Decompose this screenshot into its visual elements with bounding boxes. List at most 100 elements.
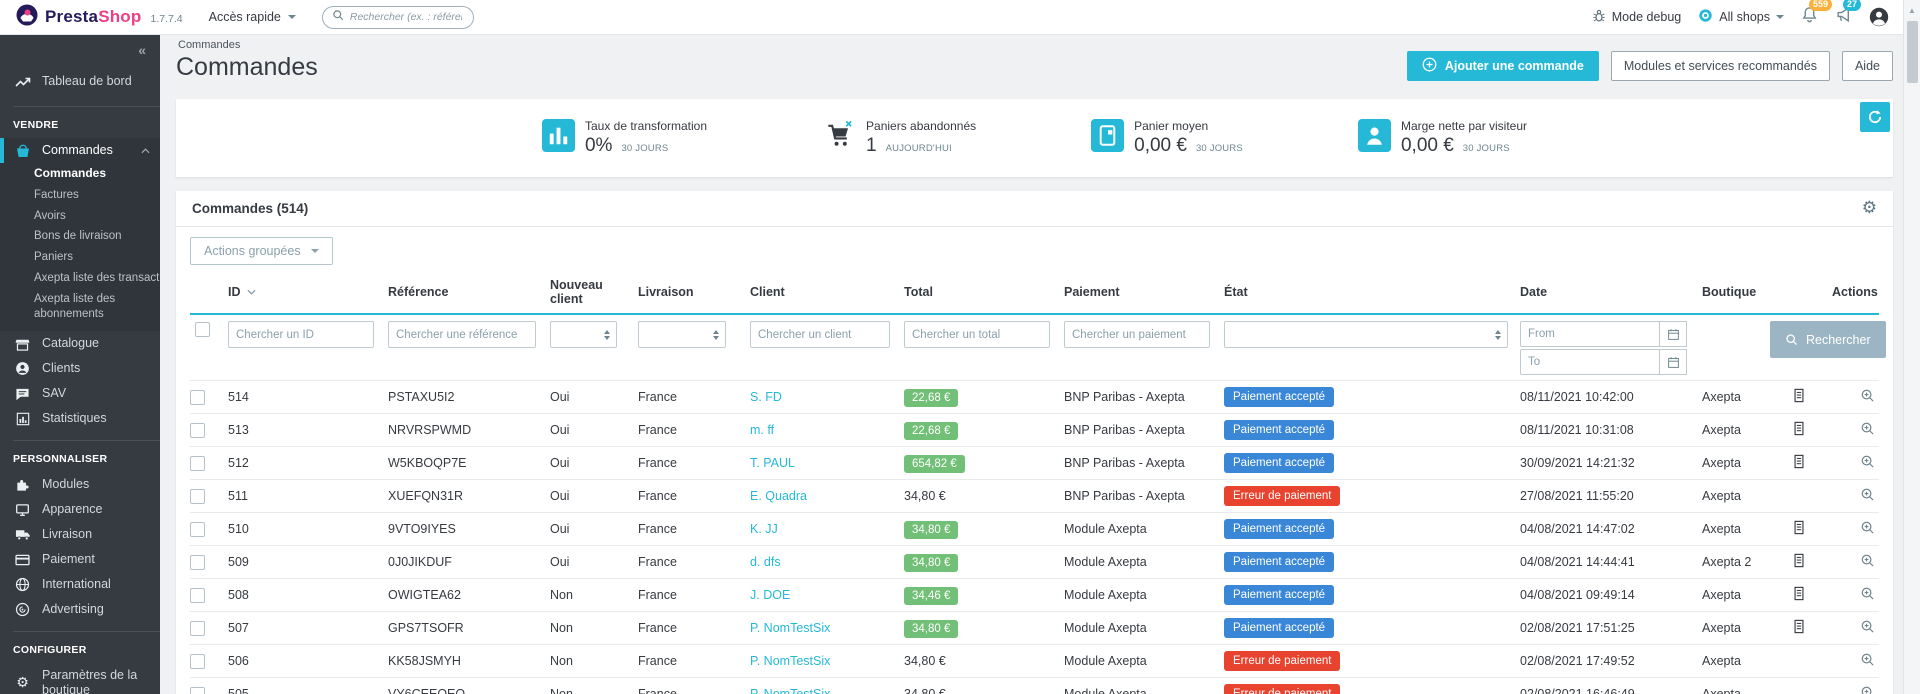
- sidebar-item-clients[interactable]: Clients: [0, 356, 160, 381]
- filter-total-input[interactable]: [904, 321, 1050, 348]
- column-header-reference[interactable]: Référence: [388, 271, 550, 315]
- calendar-icon[interactable]: [1659, 349, 1687, 375]
- row-checkbox[interactable]: [190, 488, 205, 504]
- sidebar-item-international[interactable]: International: [0, 572, 160, 597]
- sidebar-item-modules[interactable]: Modules: [0, 472, 160, 497]
- client-link[interactable]: J. DOE: [750, 588, 791, 602]
- sidebar-item-catalogue[interactable]: Catalogue: [0, 331, 160, 356]
- bulk-actions-button[interactable]: Actions groupées: [190, 237, 333, 265]
- grid-search-button[interactable]: Rechercher: [1770, 321, 1886, 358]
- quick-access-menu[interactable]: Accès rapide: [209, 10, 296, 24]
- filter-state-select[interactable]: [1224, 321, 1508, 348]
- submenu-item-axepta-abonnements[interactable]: Axepta liste des abonnements: [34, 293, 116, 321]
- column-header-payment[interactable]: Paiement: [1064, 271, 1224, 315]
- sidebar-item-commandes[interactable]: Commandes: [0, 138, 160, 163]
- header-search[interactable]: [321, 5, 474, 29]
- invoice-document-icon[interactable]: [1792, 619, 1806, 634]
- submenu-item-axepta-transactions[interactable]: Axepta liste des transactions: [34, 272, 160, 285]
- notifications-bell[interactable]: 559: [1801, 0, 1833, 28]
- client-link[interactable]: d. dfs: [750, 555, 781, 569]
- column-header-total[interactable]: Total: [904, 271, 1064, 315]
- column-header-shop[interactable]: Boutique: [1702, 271, 1770, 315]
- invoice-document-icon[interactable]: [1792, 454, 1806, 469]
- scroll-up-arrow-icon[interactable]: ▲: [1908, 6, 1916, 15]
- view-order-icon[interactable]: [1860, 520, 1875, 535]
- brand[interactable]: PrestaShop 1.7.7.4: [16, 4, 183, 31]
- column-header-state[interactable]: État: [1224, 271, 1520, 315]
- row-checkbox[interactable]: [190, 422, 205, 438]
- client-link[interactable]: E. Quadra: [750, 489, 807, 503]
- row-checkbox[interactable]: [190, 653, 205, 669]
- sidebar-item-statistiques[interactable]: Statistiques: [0, 406, 160, 431]
- row-checkbox[interactable]: [190, 587, 205, 603]
- filter-client-input[interactable]: [750, 321, 890, 348]
- filter-new-client-select[interactable]: [550, 321, 617, 348]
- grid-settings-gear-icon[interactable]: ⚙: [1861, 198, 1877, 218]
- filter-reference-input[interactable]: [388, 321, 536, 348]
- submenu-item-factures[interactable]: Factures: [34, 188, 79, 201]
- view-order-icon[interactable]: [1860, 421, 1875, 436]
- sidebar-collapse-button[interactable]: «: [138, 42, 146, 58]
- filter-date-to-input[interactable]: [1520, 349, 1660, 375]
- add-order-button[interactable]: Ajouter une commande: [1406, 51, 1599, 81]
- column-header-client[interactable]: Client: [750, 271, 904, 315]
- invoice-document-icon[interactable]: [1792, 553, 1806, 568]
- shop-selector[interactable]: All shops: [1698, 8, 1784, 26]
- sidebar-item-paiement[interactable]: Paiement: [0, 547, 160, 572]
- column-header-delivery[interactable]: Livraison: [638, 271, 750, 315]
- filter-payment-input[interactable]: [1064, 321, 1210, 348]
- invoice-document-icon[interactable]: [1792, 520, 1806, 535]
- recommended-modules-button[interactable]: Modules et services recommandés: [1610, 51, 1830, 81]
- row-checkbox[interactable]: [190, 521, 205, 537]
- column-header-date[interactable]: Date: [1520, 271, 1702, 315]
- submenu-item-avoirs[interactable]: Avoirs: [34, 209, 66, 222]
- scrollbar-thumb[interactable]: [1906, 21, 1918, 83]
- client-link[interactable]: m. ff: [750, 423, 775, 437]
- view-order-icon[interactable]: [1860, 685, 1875, 694]
- sidebar-item-apparence[interactable]: Apparence: [0, 497, 160, 522]
- search-input[interactable]: [349, 11, 462, 23]
- row-checkbox[interactable]: [190, 554, 205, 570]
- sidebar-item-livraison[interactable]: Livraison: [0, 522, 160, 547]
- view-order-icon[interactable]: [1860, 454, 1875, 469]
- select-all-checkbox[interactable]: [195, 322, 210, 338]
- row-checkbox[interactable]: [190, 389, 205, 405]
- row-checkbox[interactable]: [190, 686, 205, 694]
- client-link[interactable]: P. NomTestSix: [750, 654, 831, 668]
- column-header-new-client[interactable]: Nouveau client: [550, 271, 638, 315]
- view-order-icon[interactable]: [1860, 487, 1875, 502]
- help-button[interactable]: Aide: [1841, 51, 1893, 81]
- view-order-icon[interactable]: [1860, 652, 1875, 667]
- client-link[interactable]: P. NomTestSix: [750, 621, 831, 635]
- sidebar-item-sav[interactable]: SAV: [0, 381, 160, 406]
- client-link[interactable]: K. JJ: [750, 522, 778, 536]
- submenu-item-bons-de-livraison[interactable]: Bons de livraison: [34, 230, 122, 243]
- client-link[interactable]: P. NomTestSix: [750, 687, 830, 694]
- view-order-icon[interactable]: [1860, 586, 1875, 601]
- client-link[interactable]: T. PAUL: [750, 456, 795, 470]
- page-scrollbar[interactable]: ▲: [1903, 0, 1920, 694]
- view-order-icon[interactable]: [1860, 619, 1875, 634]
- filter-delivery-select[interactable]: [638, 321, 726, 348]
- filter-date-from-input[interactable]: [1520, 321, 1660, 347]
- row-checkbox[interactable]: [190, 455, 205, 471]
- account-avatar[interactable]: [1869, 7, 1889, 27]
- invoice-document-icon[interactable]: [1792, 421, 1806, 436]
- submenu-item-commandes[interactable]: Commandes: [34, 166, 107, 180]
- filter-id-input[interactable]: [228, 321, 374, 348]
- sidebar-item-dashboard[interactable]: Tableau de bord: [0, 66, 160, 97]
- row-checkbox[interactable]: [190, 620, 205, 636]
- sidebar-item-parametres-boutique[interactable]: ⚙ Paramètres de la boutique: [0, 663, 150, 694]
- client-link[interactable]: S. FD: [750, 390, 782, 404]
- sidebar-item-advertising[interactable]: Advertising: [0, 597, 160, 622]
- column-header-id[interactable]: ID: [228, 271, 388, 315]
- view-order-icon[interactable]: [1860, 553, 1875, 568]
- view-order-icon[interactable]: [1860, 388, 1875, 403]
- invoice-document-icon[interactable]: [1792, 586, 1806, 601]
- calendar-icon[interactable]: [1659, 321, 1687, 347]
- debug-mode-toggle[interactable]: Mode debug: [1592, 9, 1681, 26]
- announcements-megaphone[interactable]: 27: [1835, 0, 1862, 28]
- submenu-item-paniers[interactable]: Paniers: [34, 251, 73, 264]
- refresh-kpi-button[interactable]: [1860, 102, 1890, 132]
- invoice-document-icon[interactable]: [1792, 388, 1806, 403]
